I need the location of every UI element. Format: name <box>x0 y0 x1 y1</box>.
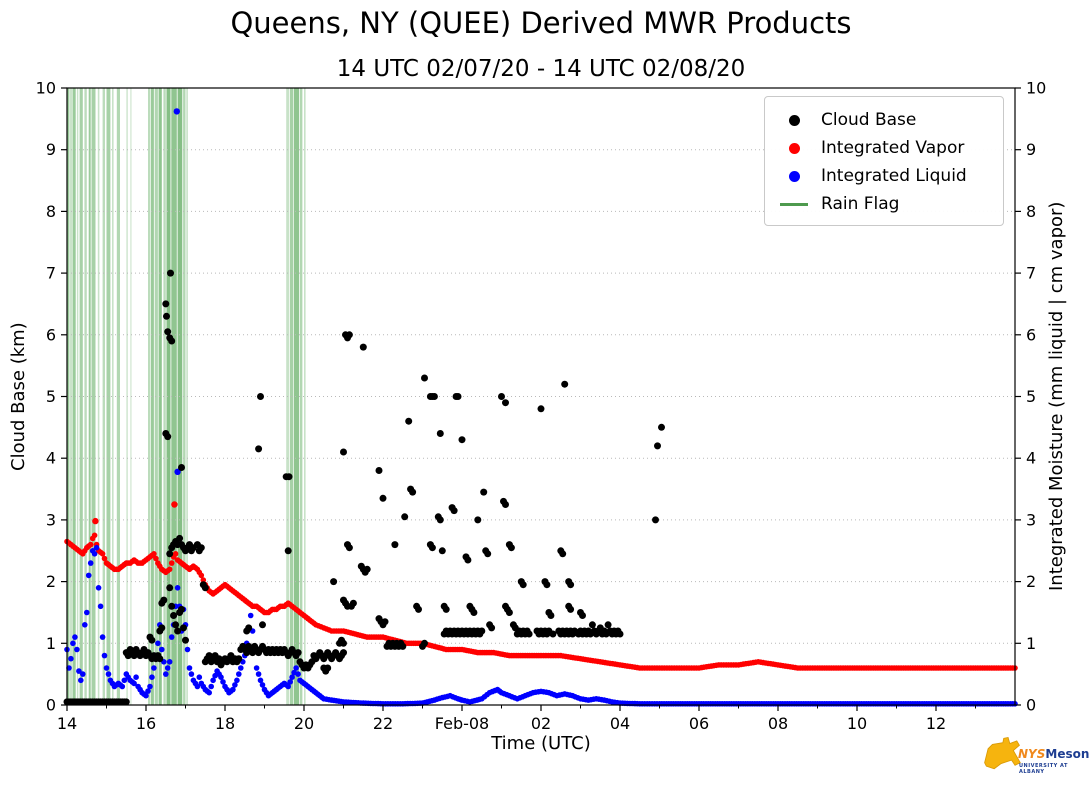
svg-text:3: 3 <box>1026 510 1036 529</box>
svg-text:16: 16 <box>136 714 156 733</box>
svg-text:1: 1 <box>46 634 56 653</box>
svg-text:7: 7 <box>46 264 56 283</box>
svg-text:20: 20 <box>294 714 314 733</box>
chart-title: Queens, NY (QUEE) Derived MWR Products <box>230 6 852 40</box>
svg-text:08: 08 <box>768 714 788 733</box>
legend-marker-shape <box>780 202 808 206</box>
svg-text:5: 5 <box>1026 387 1036 406</box>
svg-text:8: 8 <box>46 202 56 221</box>
svg-text:6: 6 <box>1026 325 1036 344</box>
legend-line-marker <box>779 202 809 206</box>
svg-text:3: 3 <box>46 510 56 529</box>
legend: Cloud Base Integrated Vapor Integrated Liq… <box>764 96 1004 226</box>
svg-text:6: 6 <box>46 325 56 344</box>
svg-text:9: 9 <box>1026 140 1036 159</box>
legend-item-label: Cloud Base <box>821 110 917 130</box>
legend-item-label: Rain Flag <box>821 194 900 214</box>
svg-text:2: 2 <box>46 572 56 591</box>
x-axis-label: Time (UTC) <box>491 733 591 754</box>
svg-text:0: 0 <box>46 696 56 715</box>
chart-subtitle: 14 UTC 02/07/20 - 14 UTC 02/08/20 <box>336 56 746 82</box>
svg-text:04: 04 <box>610 714 630 733</box>
series-cloud-base <box>63 269 665 706</box>
legend-item-integrated-liquid: Integrated Liquid <box>765 162 1003 190</box>
legend-marker-shape <box>788 142 800 154</box>
svg-text:12: 12 <box>926 714 946 733</box>
nys-mesonet-logo: NYSMesonet UNIVERSITY AT ALBANY <box>982 731 1089 797</box>
svg-text:0: 0 <box>1026 696 1036 715</box>
svg-text:18: 18 <box>215 714 235 733</box>
svg-text:2: 2 <box>1026 572 1036 591</box>
svg-text:10: 10 <box>1026 79 1046 98</box>
legend-marker-shape <box>788 114 800 126</box>
logo-tagline: UNIVERSITY AT ALBANY <box>1019 763 1068 775</box>
legend-item-integrated-vapor: Integrated Vapor <box>765 134 1003 162</box>
svg-text:10: 10 <box>847 714 867 733</box>
svg-text:4: 4 <box>46 449 56 468</box>
svg-text:02: 02 <box>531 714 551 733</box>
svg-text:1: 1 <box>1026 634 1036 653</box>
legend-dot-marker <box>779 142 809 154</box>
legend-item-label: Integrated Vapor <box>821 138 965 158</box>
svg-text:Feb-08: Feb-08 <box>435 714 489 733</box>
svg-text:5: 5 <box>46 387 56 406</box>
legend-item-label: Integrated Liquid <box>821 166 967 186</box>
legend-dot-marker <box>779 114 809 126</box>
svg-text:06: 06 <box>689 714 709 733</box>
svg-text:8: 8 <box>1026 202 1036 221</box>
svg-text:4: 4 <box>1026 449 1036 468</box>
svg-text:9: 9 <box>46 140 56 159</box>
svg-text:14: 14 <box>57 714 77 733</box>
logo-mesonet-text: Mesonet <box>1045 747 1089 761</box>
logo-nys-text: NYS <box>1018 747 1046 761</box>
y-axis-label-left: Cloud Base (km) <box>8 322 29 471</box>
svg-text:22: 22 <box>373 714 393 733</box>
logo-text: NYSMesonet <box>1018 747 1089 761</box>
svg-text:10: 10 <box>36 79 56 98</box>
svg-text:7: 7 <box>1026 264 1036 283</box>
legend-item-cloud-base: Cloud Base <box>765 106 1003 134</box>
legend-marker-shape <box>788 170 800 182</box>
y-axis-label-right: Integrated Moisture (mm liquid | cm vapo… <box>1046 201 1067 592</box>
legend-dot-marker <box>779 170 809 182</box>
legend-item-rain-flag: Rain Flag <box>765 190 1003 218</box>
ny-state-icon <box>984 736 1021 770</box>
